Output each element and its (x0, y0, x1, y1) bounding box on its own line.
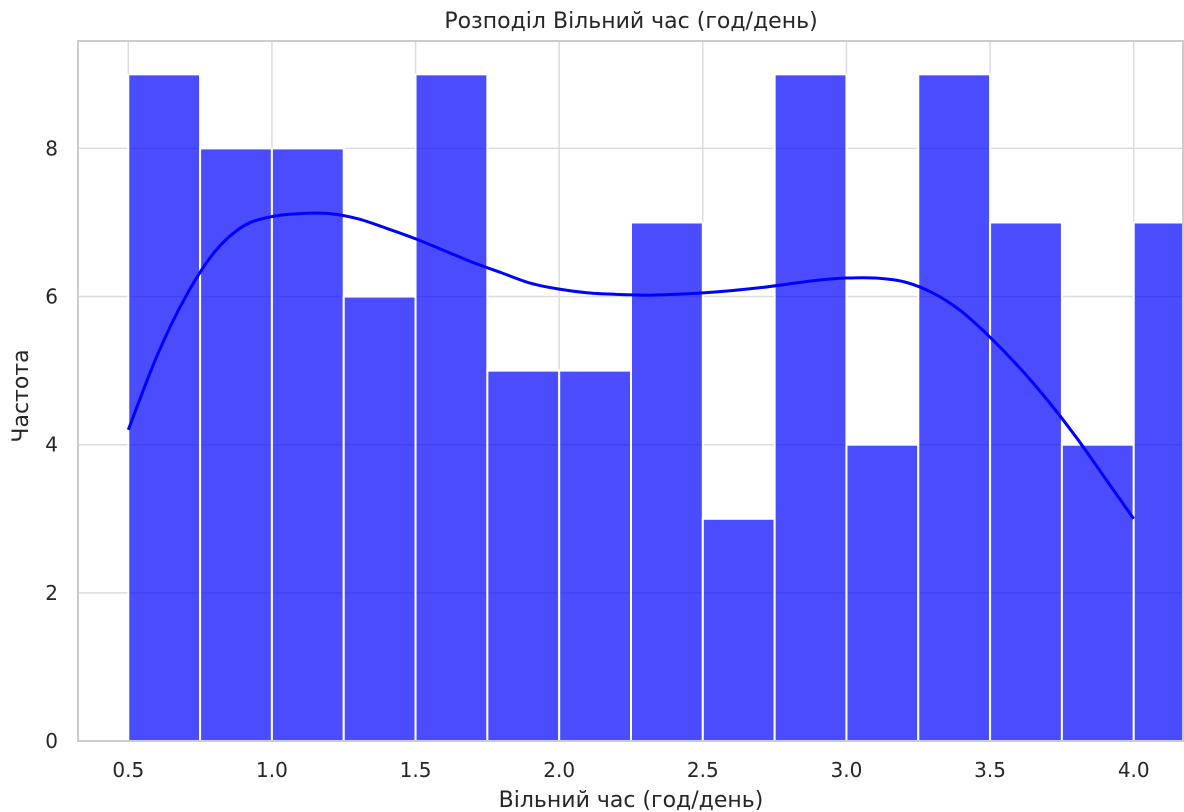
histogram-bar-13 (1060, 443, 1135, 741)
histogram-bar-11 (917, 73, 992, 741)
histogram-bar-6 (558, 369, 633, 741)
histogram-bar-8 (701, 517, 776, 741)
x-tick-label-6: 3.5 (974, 758, 1006, 782)
histogram-bar-2 (270, 147, 345, 741)
histogram-bar-0 (127, 73, 202, 741)
histogram-bar-9 (773, 73, 848, 741)
tick-labels: 0.5 1.0 1.5 2.0 2.5 3.0 3.5 4.0 0 2 4 6 8 (45, 136, 1149, 782)
kde-curve (126, 211, 1135, 520)
y-tick-label-0: 0 (45, 729, 58, 753)
axes-frame (77, 40, 1184, 742)
x-tick-label-2: 1.5 (400, 758, 432, 782)
kde-curve-layer (126, 211, 1135, 520)
x-tick-label-4: 2.5 (687, 758, 719, 782)
x-tick-label-0: 0.5 (112, 758, 144, 782)
histogram-bar-14 (1132, 221, 1184, 741)
chart-title: Розподіл Вільний час (год/день) (444, 9, 817, 34)
x-tick-label-5: 3.0 (831, 758, 863, 782)
y-tick-label-4: 8 (45, 136, 58, 160)
y-axis-label: Частота (9, 349, 34, 442)
histogram-bar-3 (342, 295, 417, 741)
histogram-bars (127, 73, 1184, 741)
y-tick-label-3: 6 (45, 285, 58, 309)
y-tick-label-1: 2 (45, 581, 58, 605)
histogram-bar-7 (630, 221, 704, 741)
histogram-bar-10 (845, 443, 920, 741)
x-tick-label-1: 1.0 (256, 758, 288, 782)
x-tick-label-7: 4.0 (1118, 758, 1150, 782)
histogram-bar-5 (486, 369, 561, 741)
plot-border (77, 40, 1184, 742)
histogram-bar-4 (414, 73, 489, 741)
histogram-bar-1 (199, 147, 273, 741)
y-tick-label-2: 4 (45, 433, 58, 457)
x-tick-label-3: 2.0 (543, 758, 575, 782)
x-axis-label: Вільний час (год/день) (499, 788, 764, 812)
histogram-bar-12 (989, 221, 1063, 741)
